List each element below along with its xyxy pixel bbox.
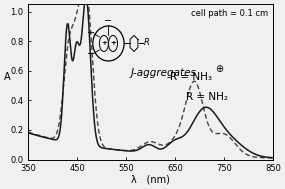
Text: −: −: [104, 16, 113, 26]
Text: R = NH₂: R = NH₂: [186, 92, 228, 102]
Text: +: +: [101, 40, 107, 46]
X-axis label: λ (nm): λ (nm): [131, 175, 170, 185]
Text: +: +: [110, 40, 116, 46]
Y-axis label: A: A: [4, 72, 11, 82]
Text: J-aggregates: J-aggregates: [131, 67, 197, 77]
Text: cell path = 0.1 cm: cell path = 0.1 cm: [191, 9, 268, 18]
Text: R = NH₃: R = NH₃: [170, 72, 212, 82]
Text: −: −: [87, 49, 95, 59]
Text: R: R: [144, 38, 150, 47]
Text: ⊕: ⊕: [215, 64, 223, 74]
Text: −: −: [87, 28, 95, 38]
